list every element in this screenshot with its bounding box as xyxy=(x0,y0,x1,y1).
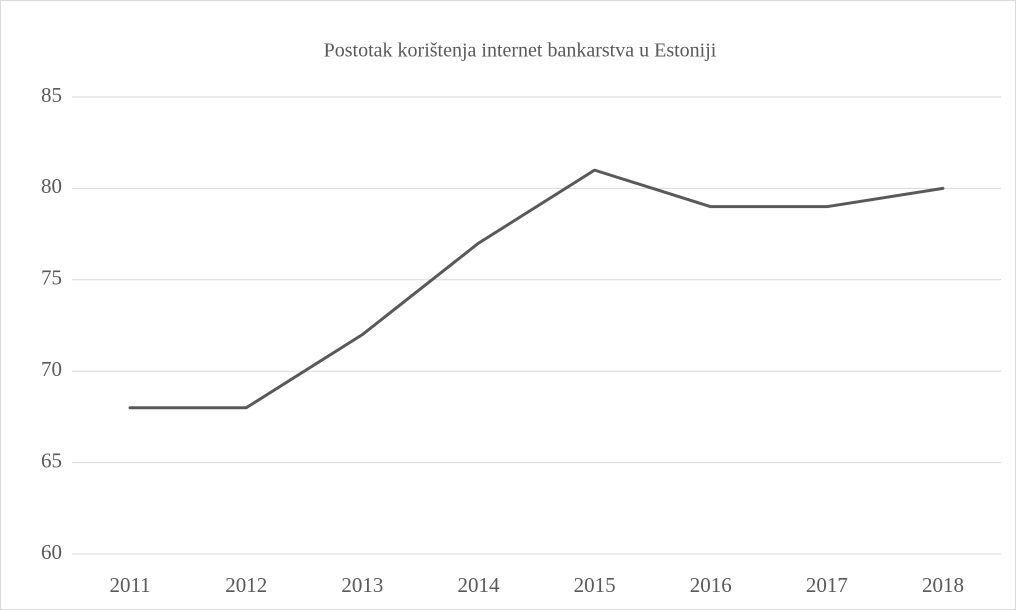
line-series xyxy=(128,168,945,410)
x-tick-label: 2013 xyxy=(341,573,383,597)
x-tick-label: 2014 xyxy=(457,573,500,597)
chart-title: Postotak korištenja internet bankarstva … xyxy=(324,40,717,62)
x-tick-label: 2017 xyxy=(806,573,848,597)
y-tick-label: 80 xyxy=(41,174,62,198)
y-tick-label: 65 xyxy=(41,448,62,472)
x-tick-label: 2012 xyxy=(225,573,267,597)
x-tick-label: 2015 xyxy=(574,573,616,597)
y-tick-label: 70 xyxy=(41,357,62,381)
x-tick-label: 2018 xyxy=(922,573,964,597)
y-tick-label: 60 xyxy=(41,540,62,564)
y-tick-label: 85 xyxy=(41,83,62,107)
x-tick-label: 2011 xyxy=(109,573,150,597)
x-tick-label: 2016 xyxy=(690,573,732,597)
y-tick-label: 75 xyxy=(41,266,62,290)
